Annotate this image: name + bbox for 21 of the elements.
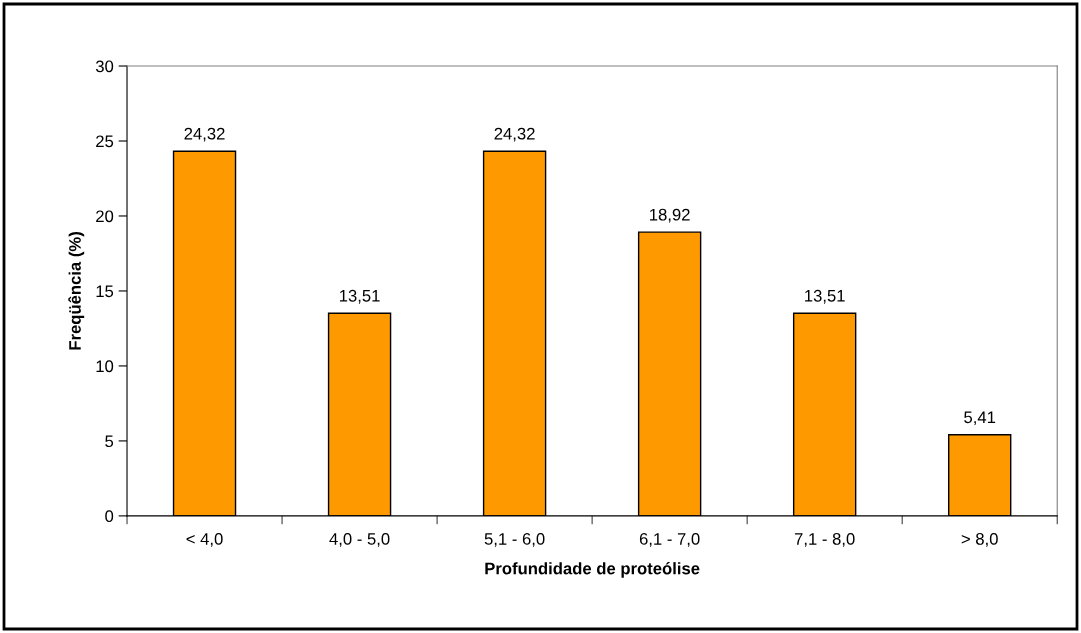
y-tick-label: 0 — [105, 510, 114, 523]
data-label: 5,41 — [964, 411, 996, 426]
data-label: 18,92 — [650, 208, 690, 223]
data-label: 24,32 — [494, 127, 535, 142]
x-tick-label: 6,1 - 7,0 — [639, 533, 700, 547]
x-tick-label: 7,1 - 8,0 — [794, 533, 855, 547]
x-tick-label: < 4,0 — [186, 533, 223, 547]
data-label: 24,32 — [184, 127, 225, 142]
y-tick-label: 30 — [95, 60, 114, 73]
y-tick-label: 20 — [96, 210, 114, 223]
x-axis-title: Profundidade de proteólise — [485, 561, 700, 578]
x-tick-label: 4,0 - 5,0 — [329, 533, 390, 547]
data-label: 13,51 — [339, 289, 380, 304]
y-tick-label: 15 — [96, 285, 114, 298]
y-tick-label: 10 — [96, 360, 114, 373]
y-axis-title: Freqüência (%) — [68, 232, 85, 350]
x-tick-label: 5,1 - 6,0 — [484, 533, 545, 547]
y-tick-label: 25 — [96, 135, 114, 148]
data-label: 13,51 — [805, 289, 845, 304]
x-tick-label: > 8,0 — [961, 533, 998, 547]
y-tick-label: 5 — [105, 435, 114, 448]
